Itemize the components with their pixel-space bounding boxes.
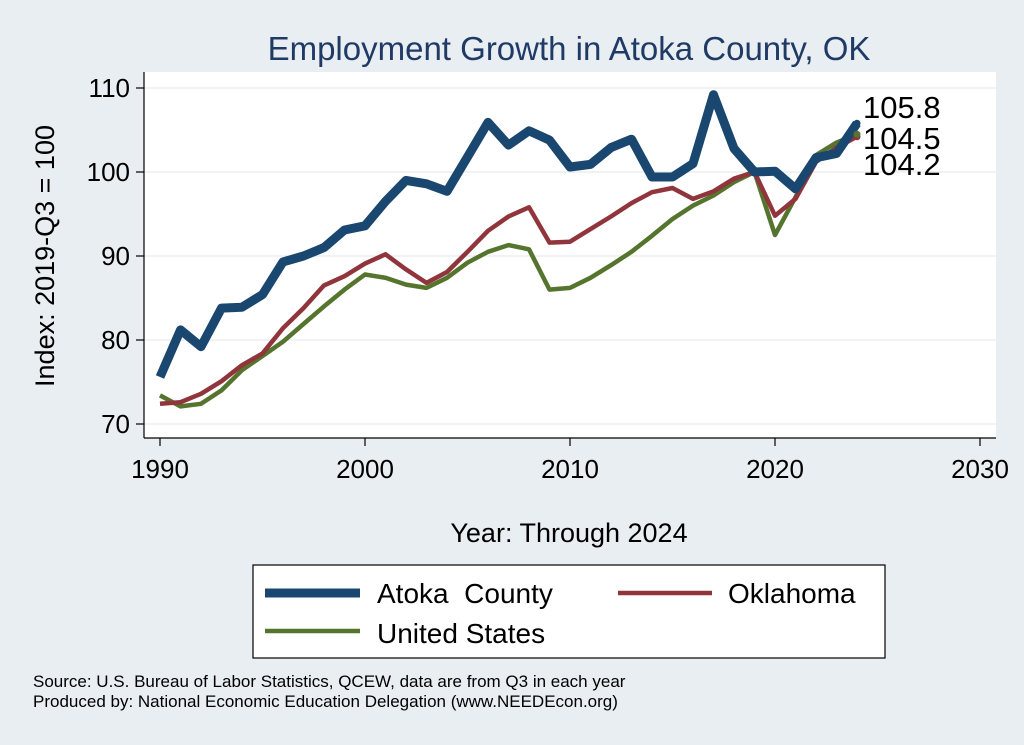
x-tick-label: 1990	[131, 454, 189, 484]
end-marker	[853, 119, 861, 127]
legend-label: United States	[377, 618, 545, 649]
end-value-label: 104.5	[863, 121, 941, 156]
y-tick-label: 100	[87, 157, 130, 187]
series-line-oklahoma	[159, 134, 859, 407]
x-tick-label: 2010	[541, 454, 599, 484]
legend-label: Oklahoma	[728, 578, 856, 609]
source-note: Source: U.S. Bureau of Labor Statistics,…	[33, 672, 626, 691]
end-marker	[853, 130, 861, 138]
y-axis-title: Index: 2019-Q3 = 100	[30, 125, 60, 387]
y-tick-label: 80	[101, 325, 130, 355]
producer-note: Produced by: National Economic Education…	[33, 692, 618, 711]
y-tick-label: 70	[101, 409, 130, 439]
y-tick-label: 90	[101, 241, 130, 271]
x-tick-label: 2030	[951, 454, 1009, 484]
x-tick-label: 2000	[336, 454, 394, 484]
y-tick-label: 110	[89, 73, 130, 103]
chart-title: Employment Growth in Atoka County, OK	[268, 30, 871, 67]
axis-ticks: 70 80 90 100 110 1990 2000 2010 2020 2030	[87, 73, 1009, 484]
legend-label: Atoka County	[377, 578, 553, 609]
x-tick-label: 2020	[746, 454, 804, 484]
series-line-atoka-county	[155, 90, 861, 379]
x-axis-title: Year: Through 2024	[450, 518, 687, 548]
series-lines	[155, 90, 861, 409]
end-value-label: 105.8	[863, 90, 941, 125]
legend-entries: Atoka County Oklahoma United States	[265, 578, 856, 649]
legend	[252, 564, 886, 659]
end-value-label: 104.2	[863, 147, 941, 182]
